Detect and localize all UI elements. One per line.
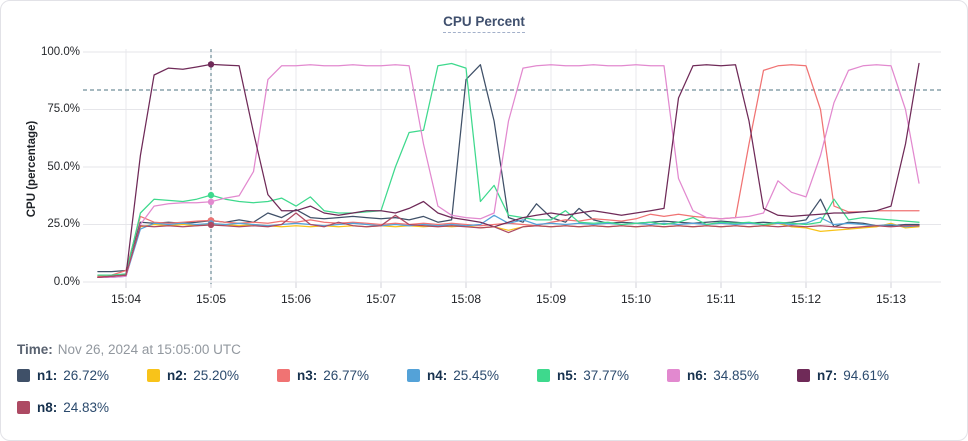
crosshair-dot-n6 <box>207 198 215 206</box>
legend-series-value: 26.72% <box>63 368 110 383</box>
y-tick-label: 50.0% <box>47 160 80 173</box>
chart-plot-area[interactable]: CPU (percentage) 15:04 15:05 15:06 15:07 15:… <box>1 1 967 321</box>
chart-canvas[interactable] <box>1 1 967 321</box>
series-line-n2 <box>97 222 920 277</box>
chart-title[interactable]: CPU Percent <box>443 14 525 33</box>
x-tick-label: 15:13 <box>875 292 907 306</box>
legend-series-value: 94.61% <box>843 368 890 383</box>
legend-swatch-n3 <box>277 369 290 382</box>
legend-series-name: n1: <box>37 368 58 383</box>
x-tick-label: 15:07 <box>365 292 397 306</box>
crosshair-dot-n5 <box>207 191 215 199</box>
crosshair-dot-n8 <box>207 221 215 229</box>
x-tick-label: 15:04 <box>110 292 142 306</box>
legend-swatch-n1 <box>17 369 30 382</box>
legend-series-name: n5: <box>557 368 578 383</box>
legend-series-value: 25.45% <box>453 368 500 383</box>
legend-series-name: n3: <box>297 368 318 383</box>
legend-item-n7[interactable]: n7: 94.61% <box>797 368 897 383</box>
legend-swatch-n8 <box>17 401 30 414</box>
legend-series-value: 37.77% <box>583 368 630 383</box>
series-line-n8 <box>97 212 920 279</box>
legend-item-n3[interactable]: n3: 26.77% <box>277 368 377 383</box>
chart-header: CPU Percent <box>1 13 967 33</box>
legend-series-name: n7: <box>817 368 838 383</box>
x-tick-label: 15:12 <box>790 292 822 306</box>
legend-series-value: 34.85% <box>713 368 760 383</box>
legend-item-n4[interactable]: n4: 25.45% <box>407 368 507 383</box>
series-line-n5 <box>97 62 920 276</box>
legend-series-value: 24.83% <box>63 400 110 415</box>
legend-series-name: n8: <box>37 400 58 415</box>
y-tick-label: 0.0% <box>53 275 80 288</box>
time-value: Nov 26, 2024 at 15:05:00 UTC <box>57 342 241 357</box>
series-line-n4 <box>97 214 920 279</box>
legend-item-n5[interactable]: n5: 37.77% <box>537 368 637 383</box>
x-tick-label: 15:08 <box>450 292 482 306</box>
legend-swatch-n5 <box>537 369 550 382</box>
legend-swatch-n2 <box>147 369 160 382</box>
y-tick-label: 25.0% <box>47 218 80 230</box>
legend-item-n6[interactable]: n6: 34.85% <box>667 368 767 383</box>
legend-swatch-n4 <box>407 369 420 382</box>
x-tick-label: 15:10 <box>620 292 652 306</box>
legend-item-n8[interactable]: n8: 24.83% <box>17 400 117 415</box>
legend-swatch-n7 <box>797 369 810 382</box>
x-tick-label: 15:05 <box>195 292 227 306</box>
series-line-n6 <box>97 64 920 279</box>
time-label: Time: <box>17 342 53 357</box>
legend-series-name: n6: <box>687 368 708 383</box>
legend: n1: 26.72% n2: 25.20% n3: 26.77% n4: 25.45% n5: 3… <box>17 368 953 415</box>
legend-series-value: 25.20% <box>193 368 240 383</box>
legend-series-value: 26.77% <box>323 368 370 383</box>
crosshair-dot-n7 <box>207 61 215 68</box>
time-row: Time: Nov 26, 2024 at 15:05:00 UTC <box>17 342 241 357</box>
y-tick-label: 100.0% <box>40 45 80 58</box>
series-line-n3 <box>97 64 920 277</box>
legend-series-name: n4: <box>427 368 448 383</box>
series-line-n1 <box>97 64 920 273</box>
y-tick-label: 75.0% <box>47 103 80 115</box>
series-line-n7 <box>97 62 920 279</box>
legend-swatch-n6 <box>667 369 680 382</box>
x-tick-label: 15:06 <box>280 292 312 306</box>
x-tick-label: 15:11 <box>706 292 736 306</box>
legend-item-n1[interactable]: n1: 26.72% <box>17 368 117 383</box>
legend-series-name: n2: <box>167 368 188 383</box>
legend-item-n2[interactable]: n2: 25.20% <box>147 368 247 383</box>
x-tick-label: 15:09 <box>535 292 567 306</box>
